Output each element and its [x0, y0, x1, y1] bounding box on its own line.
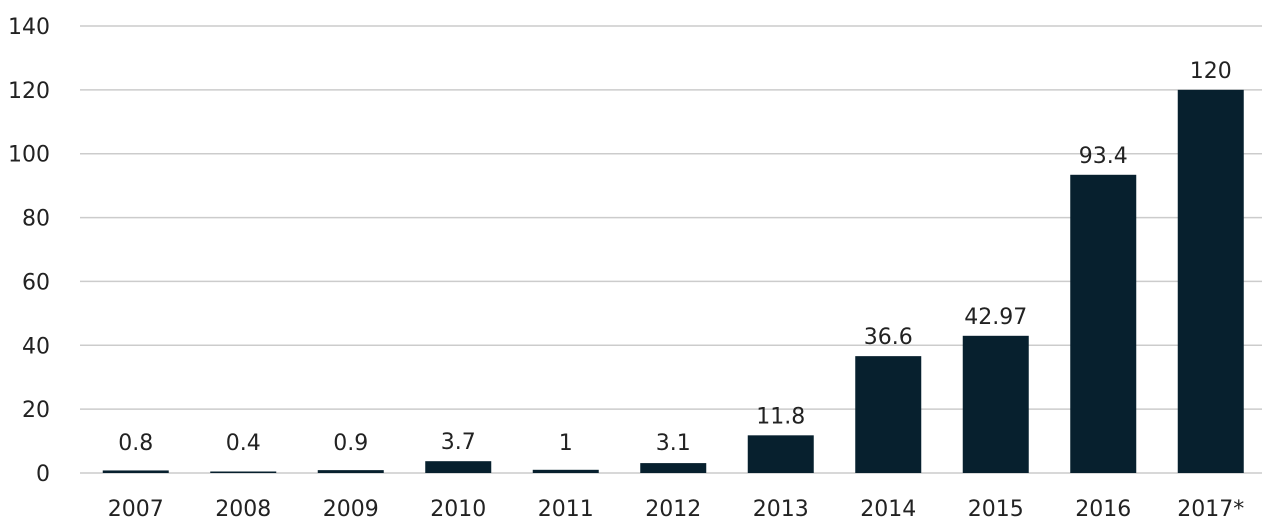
value-label: 42.97 [964, 305, 1027, 330]
bar [425, 461, 492, 473]
value-label: 11.8 [756, 404, 805, 429]
y-tick-label: 20 [22, 398, 50, 423]
value-label: 0.9 [333, 431, 368, 456]
x-tick-label: 2013 [753, 497, 809, 522]
value-label: 3.1 [656, 431, 691, 456]
bar [1070, 174, 1137, 473]
bar [962, 335, 1029, 473]
bar [855, 356, 922, 473]
y-tick-label: 140 [8, 15, 50, 40]
x-tick-label: 2007 [108, 497, 164, 522]
y-axis-tick-labels: 0 20 40 60 80 100 120 140 [8, 15, 50, 487]
x-tick-label: 2017* [1177, 497, 1244, 522]
x-tick-label: 2014 [860, 497, 916, 522]
bar [317, 470, 384, 473]
y-tick-label: 60 [22, 270, 50, 295]
y-tick-label: 40 [22, 334, 50, 359]
bar [210, 471, 277, 473]
x-tick-label: 2009 [323, 497, 379, 522]
bars [102, 89, 1244, 473]
value-label: 93.4 [1079, 144, 1128, 169]
bar [747, 435, 814, 473]
value-label: 0.8 [118, 431, 153, 456]
x-tick-label: 2011 [538, 497, 594, 522]
bar [532, 469, 599, 473]
value-label: 3.7 [441, 430, 476, 455]
y-tick-label: 120 [8, 79, 50, 104]
value-label: 36.6 [864, 325, 913, 350]
x-tick-label: 2012 [645, 497, 701, 522]
y-tick-label: 0 [36, 462, 50, 487]
value-labels: 0.8 0.4 0.9 3.7 1 3.1 11.8 36.6 42.97 93.4 120 [118, 59, 1232, 456]
x-tick-label: 2010 [430, 497, 486, 522]
y-tick-label: 80 [22, 207, 50, 232]
value-label: 1 [559, 431, 573, 456]
y-tick-label: 100 [8, 143, 50, 168]
x-axis-tick-labels: 2007 2008 2009 2010 2011 2012 2013 2014 2015 2016… [108, 497, 1245, 522]
bar [1177, 89, 1244, 473]
x-tick-label: 2016 [1075, 497, 1131, 522]
value-label: 0.4 [226, 431, 261, 456]
gridlines [80, 25, 1262, 474]
x-tick-label: 2008 [215, 497, 271, 522]
bar [102, 470, 169, 473]
x-tick-label: 2015 [968, 497, 1024, 522]
bar [640, 463, 707, 473]
value-label: 120 [1190, 59, 1232, 84]
